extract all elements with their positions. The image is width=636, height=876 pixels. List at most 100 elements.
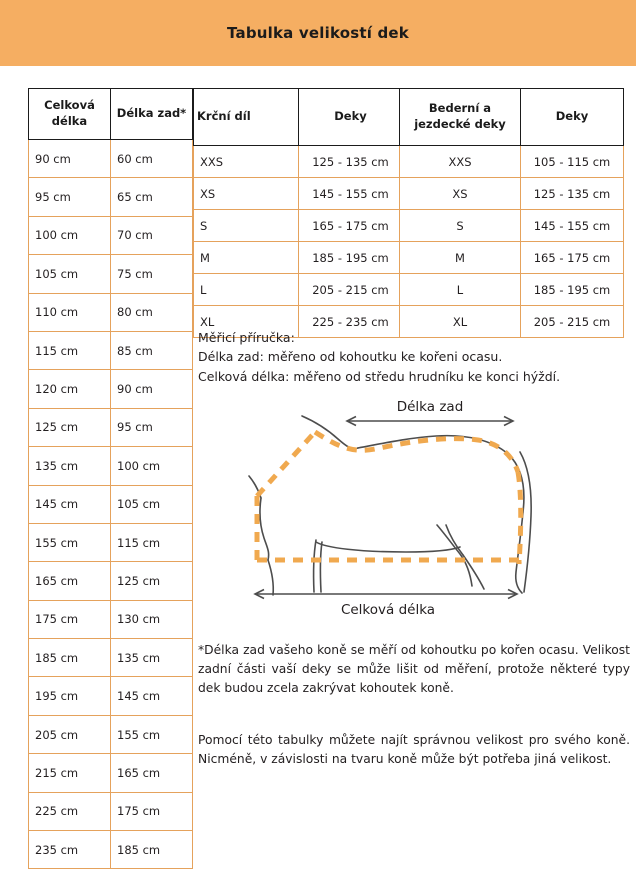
table-row: XXS 105 - 115 cm: [399, 145, 624, 178]
table-row: 225 cm 175 cm: [28, 791, 193, 832]
table-row: 165 cm 125 cm: [28, 561, 193, 601]
table-cell-value: 165 cm: [110, 753, 193, 793]
table-row: 145 cm 105 cm: [28, 484, 193, 524]
table-cell-value: 205 - 215 cm: [520, 305, 624, 338]
table-row: 215 cm 165 cm: [28, 753, 193, 793]
back-length-arrow: [345, 415, 515, 427]
table-cell-value: 185 cm: [110, 830, 193, 870]
table-row: 195 cm 145 cm: [28, 676, 193, 716]
table-cell-value: 185 - 195 cm: [520, 273, 624, 306]
table-cell-size: 215 cm: [28, 753, 111, 793]
table-row: M 165 - 175 cm: [399, 241, 624, 274]
back-length-footnote-paragraph: *Délka zad vašeho koně se měří od kohout…: [198, 643, 630, 695]
usage-note-paragraph: Pomocí této tabulky můžete najít správno…: [198, 733, 630, 766]
table-row: 115 cm 85 cm: [28, 330, 193, 371]
table-cell-value: 185 - 195 cm: [298, 241, 403, 274]
column-header-overall-length: Celková délka: [28, 88, 111, 140]
table-cell-value: 90 cm: [110, 369, 193, 409]
table-header-row: Bederní a jezdecké deky Deky: [399, 88, 624, 146]
table-cell-size: 125 cm: [28, 407, 111, 448]
table-row: 185 cm 135 cm: [28, 638, 193, 678]
table-cell-size: 145 cm: [28, 484, 111, 524]
overall-length-table-head: Celková délka Délka zad*: [28, 88, 193, 140]
table-cell-value: 75 cm: [110, 254, 193, 294]
table-row: 110 cm 80 cm: [28, 292, 193, 332]
table-row: M 185 - 195 cm: [193, 241, 403, 274]
table-cell-size: 155 cm: [28, 522, 111, 563]
table-cell-size: XS: [399, 177, 521, 210]
table-cell-value: 135 cm: [110, 638, 193, 678]
table-row: 235 cm 185 cm: [28, 830, 193, 870]
page-title: Tabulka velikostí dek: [227, 24, 409, 42]
table-cell-size: 195 cm: [28, 676, 111, 716]
table-cell-value: 105 cm: [110, 484, 193, 524]
neck-piece-table-body: XXS 125 - 135 cm XS 145 - 155 cm S 165 - 175 …: [193, 145, 403, 338]
table-cell-size: 115 cm: [28, 330, 111, 371]
table-cell-value: 100 cm: [110, 446, 193, 486]
table-cell-size: 110 cm: [28, 292, 111, 332]
table-header-row: Krční díl Deky: [193, 88, 403, 146]
table-cell-size: XXS: [193, 145, 299, 178]
overall-length-arrow: [253, 588, 519, 600]
table-cell-size: 95 cm: [28, 177, 111, 217]
table-cell-size: 100 cm: [28, 215, 111, 256]
table-cell-size: 205 cm: [28, 714, 111, 755]
table-row: 175 cm 130 cm: [28, 599, 193, 640]
table-row: 105 cm 75 cm: [28, 254, 193, 294]
table-row: XS 145 - 155 cm: [193, 177, 403, 210]
table-row: 100 cm 70 cm: [28, 215, 193, 256]
column-header-neck-blankets: Deky: [298, 88, 403, 146]
table-cell-size: 165 cm: [28, 561, 111, 601]
table-cell-size: XXS: [399, 145, 521, 178]
horse-outline: [248, 415, 532, 596]
table-cell-value: 80 cm: [110, 292, 193, 332]
table-cell-value: 155 cm: [110, 714, 193, 755]
table-cell-size: 185 cm: [28, 638, 111, 678]
table-row: XL 225 - 235 cm: [193, 305, 403, 338]
table-cell-value: 85 cm: [110, 330, 193, 371]
table-cell-value: 145 cm: [110, 676, 193, 716]
table-cell-size: 90 cm: [28, 138, 111, 179]
table-cell-size: L: [193, 273, 299, 306]
table-cell-size: 235 cm: [28, 830, 111, 870]
table-cell-value: 175 cm: [110, 791, 193, 832]
table-row: L 185 - 195 cm: [399, 273, 624, 306]
table-cell-size: M: [399, 241, 521, 274]
loin-riding-blanket-table: Bederní a jezdecké deky Deky XXS 105 - 11…: [399, 88, 624, 338]
table-cell-size: 175 cm: [28, 599, 111, 640]
table-cell-size: XS: [193, 177, 299, 210]
measuring-guide-heading: Měřicí příručka:: [198, 330, 295, 345]
table-cell-size: 135 cm: [28, 446, 111, 486]
table-cell-value: 70 cm: [110, 215, 193, 256]
table-cell-value: 105 - 115 cm: [520, 145, 624, 178]
column-header-loin-size: Bederní a jezdecké deky: [399, 88, 521, 146]
column-header-neck-size: Krční díl: [193, 88, 299, 146]
page-header-banner: Tabulka velikostí dek: [0, 0, 636, 66]
table-row: S 145 - 155 cm: [399, 209, 624, 242]
measuring-guide-overall-length: Celková délka: měřeno od středu hrudníku…: [198, 368, 561, 384]
table-cell-size: S: [399, 209, 521, 242]
table-cell-value: 165 - 175 cm: [520, 241, 624, 274]
table-cell-value: 165 - 175 cm: [298, 209, 403, 242]
table-header-row: Celková délka Délka zad*: [28, 88, 193, 140]
overall-length-label: Celková délka: [341, 602, 435, 618]
column-header-back-length: Délka zad*: [110, 88, 193, 140]
table-row: S 165 - 175 cm: [193, 209, 403, 242]
measuring-guide-back-length: Délka zad: měřeno od kohoutku ke kořeni …: [198, 349, 503, 365]
table-cell-value: 145 - 155 cm: [520, 209, 624, 242]
table-cell-size: S: [193, 209, 299, 242]
table-cell-value: 130 cm: [110, 599, 193, 640]
table-row: XXS 125 - 135 cm: [193, 145, 403, 178]
table-cell-value: 225 - 235 cm: [298, 305, 403, 338]
neck-piece-table: Krční díl Deky XXS 125 - 135 cm XS 145 - 15…: [193, 88, 403, 338]
table-row: 125 cm 95 cm: [28, 407, 193, 448]
table-cell-size: 120 cm: [28, 369, 111, 409]
table-cell-value: 65 cm: [110, 177, 193, 217]
overall-length-table-body: 90 cm 60 cm 95 cm 65 cm 100 cm 70 cm 105 cm 75 …: [28, 138, 193, 870]
blanket-outline-dashed: [254, 429, 524, 565]
table-row: 120 cm 90 cm: [28, 369, 193, 409]
table-row: 155 cm 115 cm: [28, 522, 193, 563]
table-row: L 205 - 215 cm: [193, 273, 403, 306]
table-cell-value: 115 cm: [110, 522, 193, 563]
back-length-label: Délka zad: [397, 399, 464, 415]
